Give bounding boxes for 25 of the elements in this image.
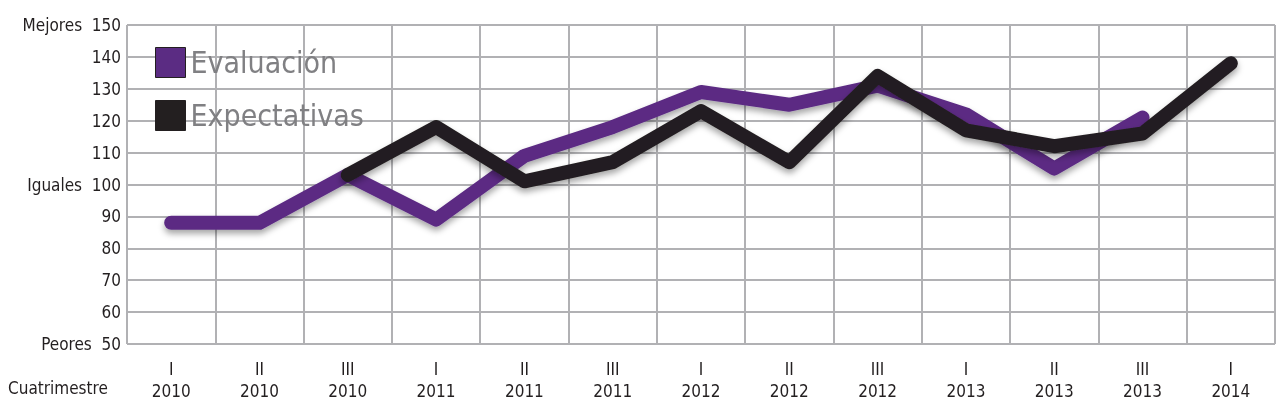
y-tick-label: 140 (91, 46, 121, 67)
y-tick-label: 130 (91, 78, 121, 99)
x-tick-label: I 2010 (151, 359, 191, 401)
y-tick-label: Mejores 150 (22, 15, 121, 35)
y-tick-label: 80 (101, 238, 121, 259)
y-tick-label: 110 (91, 142, 121, 163)
x-tick-label: II 2010 (240, 359, 279, 401)
y-tick-label: 70 (101, 270, 121, 291)
y-tick-label: Peores 50 (41, 334, 121, 354)
x-tick-label: I 2012 (681, 359, 721, 401)
x-tick-label: I 2013 (946, 359, 986, 401)
y-tick-label: Iguales 100 (27, 174, 121, 195)
x-tick-label: II 2012 (769, 359, 809, 401)
x-axis-title: Cuatrimestre (8, 377, 108, 398)
x-tick-label: III 2010 (328, 359, 368, 401)
x-tick-label: III 2011 (593, 359, 633, 401)
x-tick-label: I 2014 (1211, 359, 1251, 401)
y-tick-label: 120 (91, 110, 121, 131)
y-tick-label: 90 (101, 206, 121, 227)
y-tick-label: 60 (101, 302, 121, 323)
x-tick-label: III 2013 (1123, 359, 1162, 401)
x-tick-label: II 2011 (504, 359, 544, 401)
x-tick-label: II 2013 (1034, 359, 1074, 401)
x-tick-label: I 2011 (416, 359, 456, 401)
x-tick-label: III 2012 (858, 359, 898, 401)
